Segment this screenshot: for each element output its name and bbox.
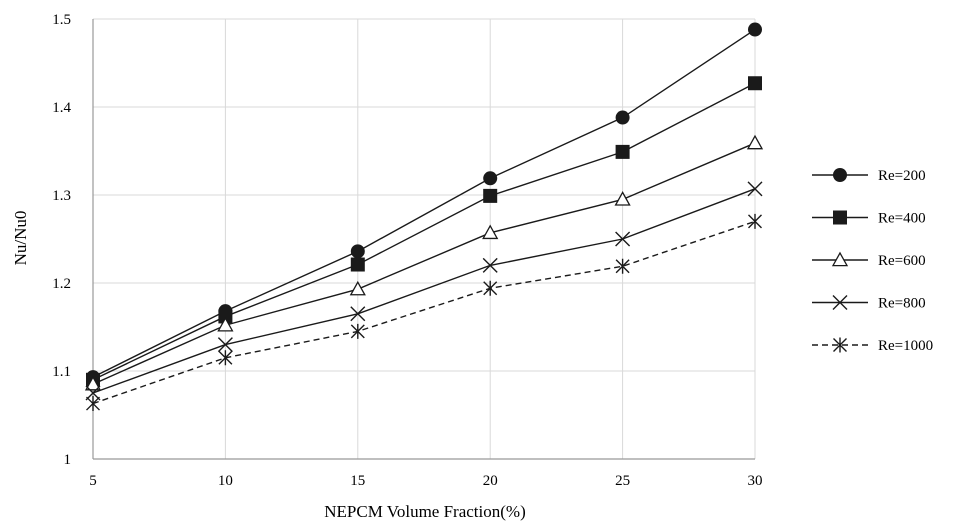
y-tick-label: 1.3: [52, 188, 71, 204]
data-point: [218, 309, 233, 324]
data-point: [614, 191, 631, 206]
x-axis-title: NEPCM Volume Fraction(%): [324, 502, 525, 521]
data-point: [85, 385, 101, 401]
y-tick-label: 1.4: [52, 100, 71, 116]
series-re-1000: [86, 213, 762, 412]
legend-marker: [831, 251, 849, 267]
data-point: [350, 306, 366, 322]
series-line: [92, 82, 756, 381]
legend-marker: [832, 295, 848, 310]
x-tick-label: 10: [218, 473, 233, 489]
data-point: [218, 350, 233, 366]
legend: Re=200 Re=400 Re=600 Re=800 Re=1000: [812, 168, 933, 354]
data-point: [350, 323, 365, 339]
series-line: [92, 142, 756, 385]
legend-label: Re=800: [878, 296, 926, 312]
legend-item: Re=800: [812, 295, 926, 312]
data-point: [748, 213, 762, 229]
series-line: [92, 188, 756, 394]
x-tick-label: 15: [350, 473, 365, 489]
legend-marker: [833, 210, 847, 225]
data-point: [748, 22, 762, 37]
legend-item: Re=600: [812, 251, 926, 269]
data-point: [84, 375, 102, 391]
legend-item: Re=1000: [812, 337, 933, 354]
data-point: [350, 257, 365, 272]
axes: [92, 19, 755, 460]
data-point: [349, 280, 366, 296]
data-point: [747, 181, 763, 197]
x-tick-labels: 5 10 15 20 25 30: [89, 473, 762, 489]
y-tick-label: 1: [64, 452, 72, 468]
data-point: [482, 224, 499, 240]
data-point: [217, 316, 234, 332]
series-re-200: [86, 22, 762, 385]
y-tick-label: 1.1: [52, 364, 71, 380]
data-point: [615, 144, 630, 159]
legend-label: Re=600: [878, 253, 926, 269]
data-point: [615, 110, 630, 125]
legend-item: Re=200: [812, 168, 926, 184]
series-line: [92, 220, 756, 405]
series-re-400: [86, 76, 762, 387]
y-tick-label: 1.5: [52, 12, 71, 28]
y-axis-title: Nu/Nu0: [11, 211, 30, 266]
data-point: [748, 76, 762, 91]
data-point: [483, 280, 498, 296]
x-tick-label: 25: [615, 473, 630, 489]
data-point: [483, 188, 498, 203]
data-point: [746, 134, 764, 150]
legend-label: Re=200: [878, 168, 926, 184]
x-tick-label: 20: [483, 473, 498, 489]
grid: [92, 18, 756, 460]
legend-label: Re=400: [878, 211, 926, 227]
legend-marker: [833, 337, 847, 353]
data-point: [615, 258, 630, 274]
x-tick-label: 30: [748, 473, 763, 489]
y-tick-label: 1.2: [52, 276, 71, 292]
legend-marker: [833, 168, 847, 182]
data-point: [615, 231, 631, 247]
data-point: [217, 337, 233, 353]
series-line: [92, 28, 756, 378]
series-re-600: [84, 134, 764, 391]
data-point: [86, 396, 100, 412]
y-tick-labels: 1 1.1 1.2 1.3 1.4 1.5: [52, 12, 71, 468]
legend-item: Re=400: [812, 210, 926, 227]
data-point: [350, 244, 365, 259]
series-layer: [84, 22, 764, 412]
legend-label: Re=1000: [878, 338, 933, 354]
data-point: [483, 171, 498, 186]
data-point: [482, 257, 498, 273]
series-re-800: [85, 181, 763, 401]
x-tick-label: 5: [89, 473, 97, 489]
